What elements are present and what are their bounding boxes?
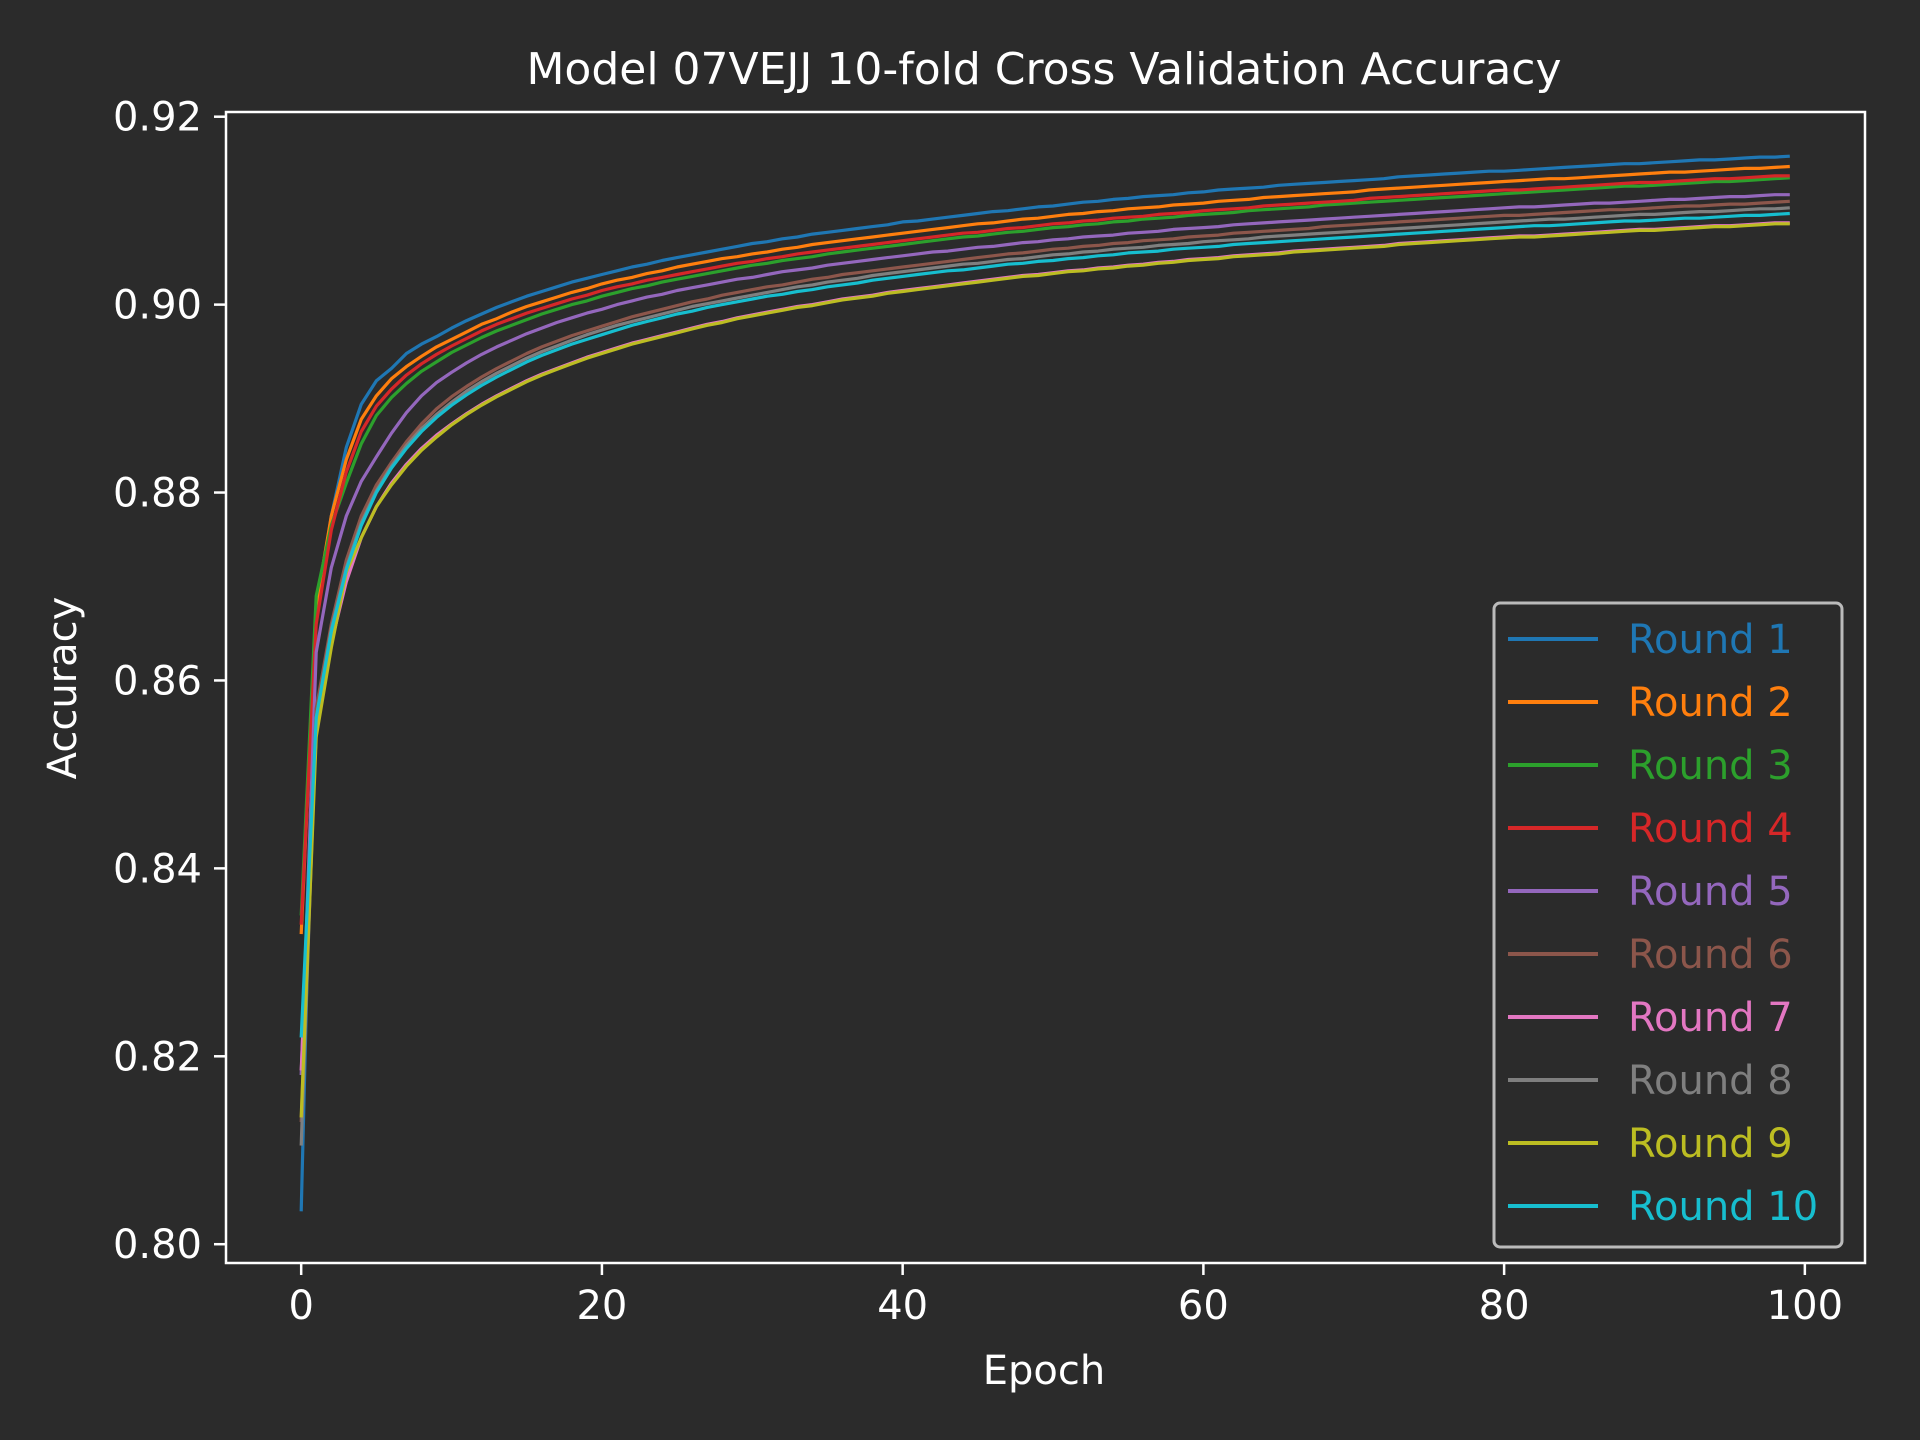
series-line-round-1: [299, 154, 1790, 1212]
legend-label: Round 8: [1628, 1058, 1793, 1104]
series-line-round-3: [299, 176, 1790, 916]
legend-label: Round 5: [1628, 869, 1793, 915]
y-tick-label: 0.90: [113, 283, 202, 329]
series-line-round-4: [299, 174, 1790, 925]
legend-label: Round 10: [1628, 1184, 1818, 1230]
series-line-round-2: [299, 164, 1790, 935]
y-tick-label: 0.86: [113, 658, 202, 704]
legend-label: Round 1: [1628, 617, 1793, 663]
series-line-round-10: [299, 211, 1790, 1038]
series-layer: [299, 154, 1790, 1212]
legend-label: Round 6: [1628, 932, 1793, 978]
y-tick-label: 0.88: [113, 471, 202, 517]
series-line-round-9: [299, 222, 1790, 1118]
y-tick-label: 0.92: [113, 95, 202, 141]
legend-label: Round 2: [1628, 680, 1793, 726]
axes-frame: [224, 110, 1867, 1265]
y-tick-label: 0.80: [113, 1222, 202, 1268]
x-axis: 0 20 40 60 80 100: [288, 1263, 1843, 1329]
y-tick-label: 0.84: [113, 846, 202, 892]
x-axis-label: Epoch: [983, 1348, 1105, 1394]
y-axis-label: Accuracy: [40, 597, 86, 780]
legend-label: Round 4: [1628, 806, 1793, 852]
legend-label: Round 3: [1628, 743, 1793, 789]
x-tick-label: 40: [877, 1283, 928, 1329]
x-tick-label: 20: [576, 1283, 627, 1329]
legend-label: Round 9: [1628, 1121, 1793, 1167]
x-tick-label: 60: [1178, 1283, 1229, 1329]
x-tick-label: 0: [288, 1283, 313, 1329]
x-tick-label: 80: [1479, 1283, 1530, 1329]
y-axis: 0.80 0.82 0.84 0.86 0.88 0.90 0.92: [113, 95, 226, 1268]
series-line-round-5: [299, 193, 1790, 1076]
series-line-round-8: [299, 206, 1790, 1146]
y-tick-label: 0.82: [113, 1034, 202, 1080]
series-line-round-6: [299, 199, 1790, 1123]
x-tick-label: 100: [1767, 1283, 1843, 1329]
chart-title: Model 07VEJJ 10-fold Cross Validation Ac…: [526, 44, 1561, 95]
legend-label: Round 7: [1628, 995, 1793, 1041]
legend: Round 1 Round 2 Round 3 Round 4 Round 5 Round…: [1492, 601, 1844, 1249]
